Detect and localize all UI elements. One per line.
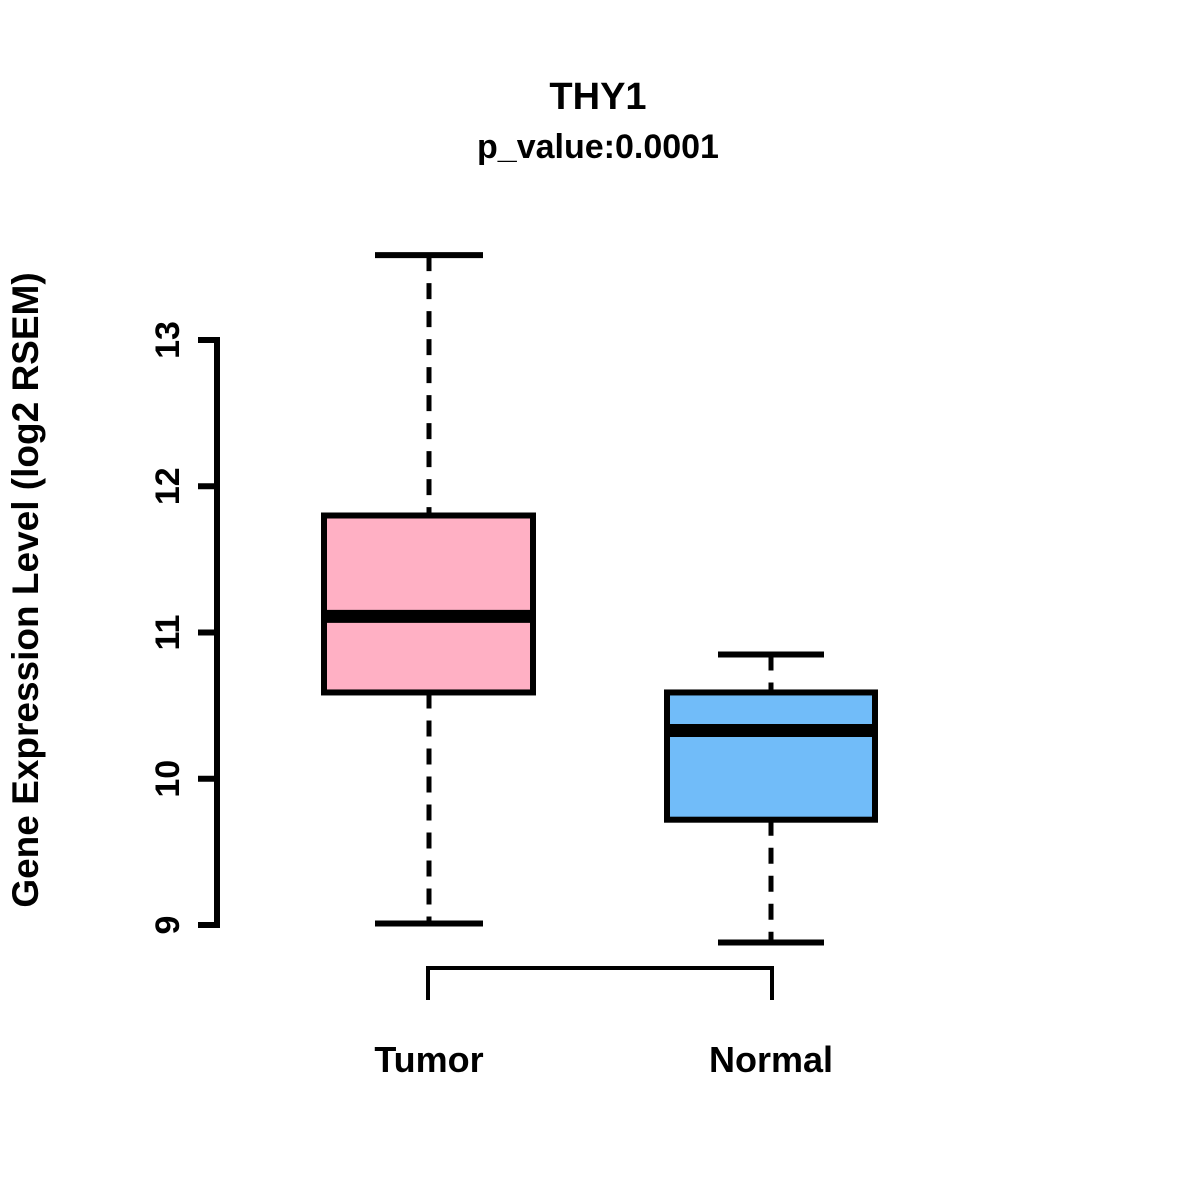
chart-title: THY1: [549, 76, 646, 118]
x-axis-label-normal: Normal: [709, 1039, 833, 1080]
significance-bracket: [426, 966, 774, 1000]
y-axis-tick-label: 12: [149, 467, 187, 505]
y-axis-tick-label: 9: [149, 916, 187, 935]
box-plot-series: [321, 252, 878, 946]
y-axis-tick-label: 11: [149, 615, 187, 651]
y-axis-tick-labels: 9 10 11 12 13: [149, 321, 187, 934]
x-axis-label-tumor: Tumor: [374, 1039, 483, 1080]
y-axis-title: Gene Expression Level (log2 RSEM): [5, 272, 46, 907]
chart-subtitle: p_value:0.0001: [477, 128, 719, 166]
box-body[interactable]: [321, 512, 536, 696]
x-axis-category-labels: Tumor Normal: [374, 1039, 833, 1080]
box-plot-normal: [664, 651, 878, 946]
y-axis-tick-label: 13: [149, 321, 187, 359]
box-plot-tumor: [321, 252, 536, 927]
y-axis: [198, 337, 220, 928]
y-axis-tick-label: 10: [149, 760, 187, 798]
box-body[interactable]: [664, 689, 878, 823]
y-axis-tick-marks: [198, 337, 220, 928]
